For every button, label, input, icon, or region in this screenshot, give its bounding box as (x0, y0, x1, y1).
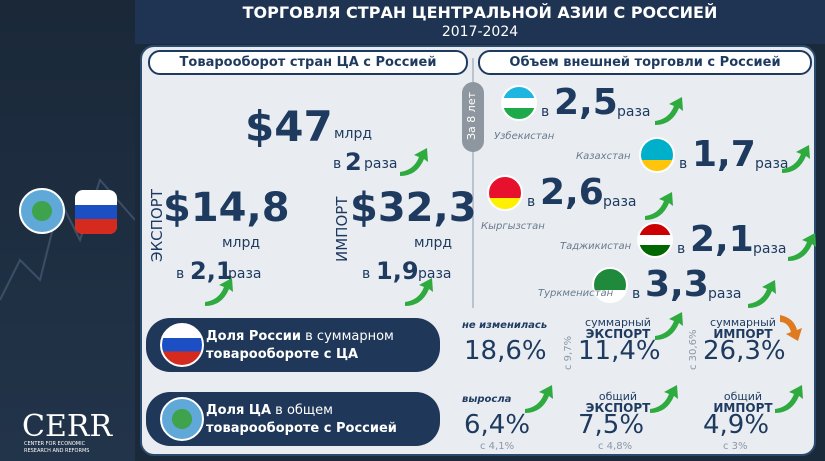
share-flag (160, 397, 204, 441)
suffix: раза (617, 104, 651, 120)
suffix: раза (603, 194, 637, 210)
prefix: в (677, 241, 686, 257)
divider (472, 58, 474, 308)
country-flag (501, 85, 537, 121)
up-arrow (525, 385, 553, 413)
suffix: раза (755, 156, 789, 172)
growth: 2,5 (554, 82, 618, 123)
share-title: Доля России в суммарном (206, 330, 394, 343)
share-caption: ИМПОРТ (713, 327, 773, 341)
unit: млрд (334, 126, 373, 142)
up-arrow (775, 385, 803, 413)
share-title-bold: Доля ЦА (206, 403, 272, 418)
growth: 2 (345, 148, 362, 176)
up-arrow (205, 278, 233, 306)
country-name: Кыргызстан (481, 221, 545, 232)
up-arrow (655, 97, 683, 125)
section-heading: Объем внешней торговли с Россией (478, 50, 812, 75)
growth: 1,7 (692, 134, 756, 175)
country-name: Узбекистан (494, 131, 555, 142)
share-caption: ЭКСПОРТ (585, 327, 651, 341)
share-note: не изменилась (462, 320, 548, 331)
country-flag (592, 267, 628, 303)
country-flag (639, 137, 675, 173)
share-value: 11,4% (578, 336, 661, 366)
country-flag (637, 222, 673, 258)
prefix: в (632, 286, 641, 302)
share-value: 26,3% (703, 336, 786, 366)
share-value: 18,6% (464, 336, 547, 366)
country-name: Таджикистан (560, 241, 632, 252)
title: ТОРГОВЛЯ СТРАН ЦЕНТРАЛЬНОЙ АЗИИ С РОССИЕ… (242, 3, 718, 22)
up-arrow (400, 148, 428, 176)
share-caption: суммарный (710, 316, 776, 329)
share-from: с 4,1% (480, 441, 515, 452)
share-from: с 3% (723, 441, 748, 452)
prefix: в (176, 266, 185, 282)
logo-line: CENTER FOR ECONOMIC (24, 441, 86, 447)
logo-name: CERR (22, 409, 113, 444)
share-caption: общий (598, 390, 638, 403)
share-title-rest: в суммарном (301, 329, 394, 344)
suffix: раза (418, 266, 452, 282)
suffix: раза (364, 156, 398, 172)
up-arrow (748, 280, 776, 308)
share-caption: общий (723, 390, 763, 403)
prefix: в (527, 194, 536, 210)
prefix: в (541, 104, 550, 120)
side-graphics (0, 178, 135, 301)
prefix: в (333, 156, 342, 172)
export-value: $14,8 (163, 185, 290, 231)
suffix: раза (228, 266, 262, 282)
up-arrow (788, 233, 816, 261)
share-note: выросла (462, 394, 512, 405)
period-badge (462, 82, 484, 152)
country-name: Казахстан (576, 151, 631, 162)
growth: 2,6 (540, 172, 604, 213)
share-caption: ЭКСПОРТ (585, 401, 651, 415)
share-caption: ИМПОРТ (713, 401, 773, 415)
up-arrow (645, 192, 673, 220)
growth: 2,1 (190, 257, 233, 285)
share-from: с 4,8% (598, 441, 633, 452)
up-arrow (650, 385, 678, 413)
growth: 1,9 (376, 257, 419, 285)
share-value: 7,5% (578, 410, 645, 440)
share-title-bold: Доля России (206, 329, 301, 344)
total-value: $47 (245, 102, 333, 151)
prefix: в (362, 266, 371, 282)
share-value: 4,9% (703, 410, 770, 440)
up-arrow (782, 145, 810, 173)
suffix: раза (753, 241, 787, 257)
logo-line: RESEARCH AND REFORMS (24, 448, 90, 454)
growth: 2,1 (690, 219, 754, 260)
ca-flag-center (32, 201, 52, 221)
down-arrow (780, 315, 802, 341)
country-flag (487, 175, 523, 211)
share-value: 6,4% (464, 410, 531, 440)
growth: 3,3 (645, 264, 709, 305)
import-value: $32,3 (350, 185, 477, 231)
up-arrow (655, 312, 683, 340)
share-title: Доля ЦА в общем (206, 404, 333, 417)
header (135, 0, 825, 44)
share-title-line: товарообороте с ЦА (206, 347, 359, 362)
prefix: в (679, 156, 688, 172)
section-heading: Товарооборот стран ЦА с Россией (148, 50, 468, 75)
russia-flag-blue (75, 205, 117, 219)
share-flag (160, 323, 204, 367)
share-title-line: товарообороте с Россией (206, 421, 397, 436)
up-arrow (405, 278, 433, 306)
share-caption: суммарный (585, 316, 651, 329)
share-title-rest: в общем (271, 403, 333, 418)
country-name: Туркменистан (538, 288, 614, 299)
russia-flag-red (75, 219, 117, 234)
unit: млрд (222, 235, 261, 251)
period: 2017-2024 (441, 24, 519, 40)
unit: млрд (414, 235, 453, 251)
suffix: раза (708, 286, 742, 302)
